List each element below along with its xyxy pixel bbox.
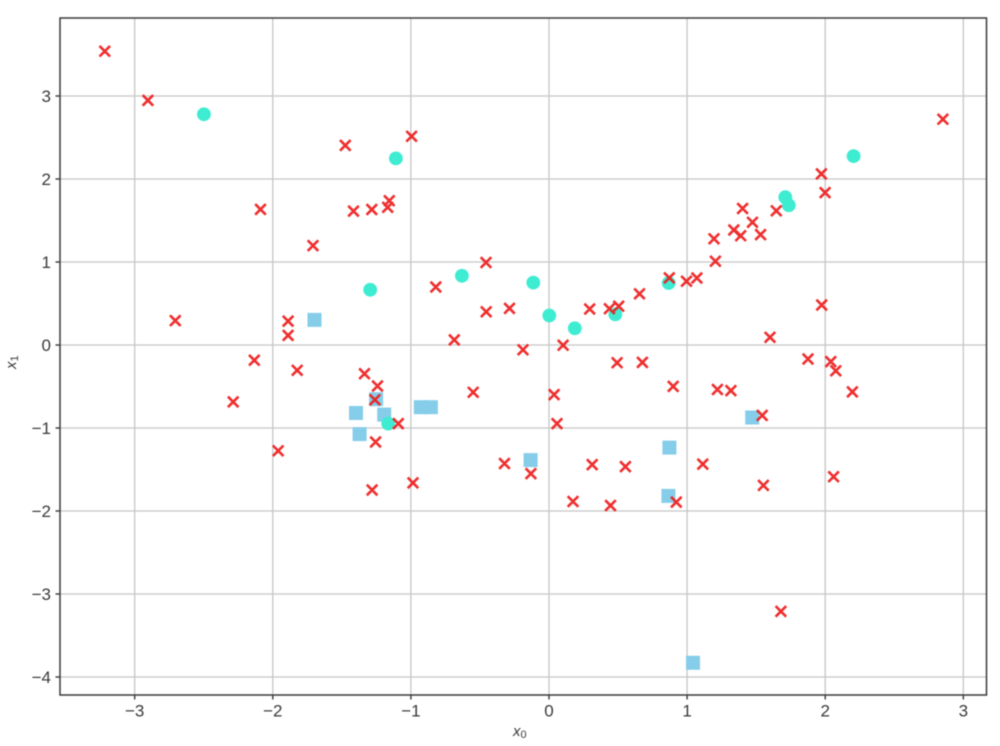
svg-text:2: 2 [42, 170, 51, 189]
svg-text:−1: −1 [32, 419, 51, 438]
svg-text:1: 1 [682, 702, 691, 721]
svg-text:−1: −1 [401, 702, 420, 721]
svg-text:3: 3 [42, 87, 51, 106]
svg-text:−4: −4 [32, 668, 51, 687]
svg-text:−3: −3 [125, 702, 144, 721]
svg-text:1: 1 [42, 253, 51, 272]
svg-text:−2: −2 [32, 502, 51, 521]
svg-text:0: 0 [42, 336, 51, 355]
svg-text:2: 2 [820, 702, 829, 721]
svg-text:−3: −3 [32, 585, 51, 604]
svg-text:3: 3 [959, 702, 968, 721]
svg-text:−2: −2 [263, 702, 282, 721]
svg-text:0: 0 [544, 702, 553, 721]
